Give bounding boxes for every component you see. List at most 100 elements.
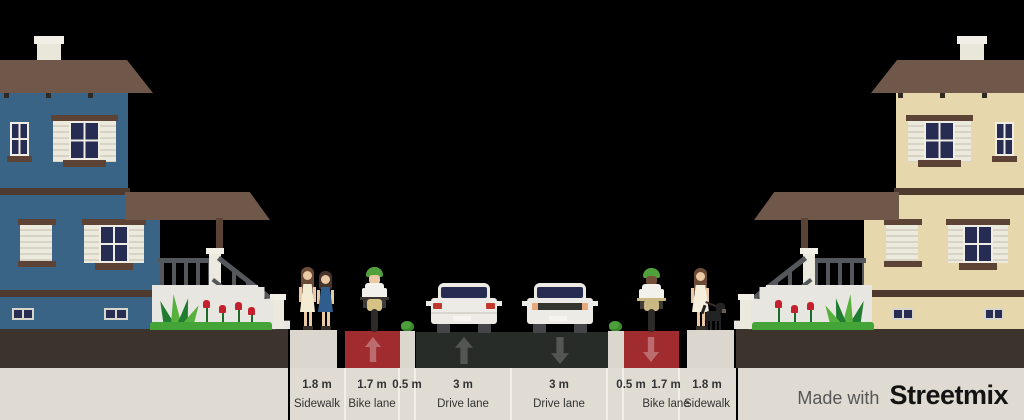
label-buffer-left[interactable]: 0.5 m [392,368,421,420]
floor-band [0,290,160,297]
tulip-stem [778,308,780,326]
window-sill [7,156,32,162]
newel-post-cap [800,248,818,254]
cyclist-leg [363,300,368,308]
segment-sidewalk-left[interactable] [290,330,337,368]
segment-width: 0.5 m [392,379,422,391]
pedestrian-leg [327,312,330,327]
closed-shutter [886,225,902,261]
window-header [82,219,146,225]
pedestrian-arm [299,287,302,302]
chimney [37,44,61,62]
segment-name: Bike lane [348,398,396,410]
tulip-stem [794,312,796,326]
dirt-strip-right [736,329,1024,368]
pedestrian-arm [691,288,694,303]
car-tire [437,324,450,333]
segment-buffer-right[interactable] [608,331,624,368]
newel-post-cap [270,294,286,300]
pedestrian-leg [322,312,325,327]
pedestrian-dress [300,284,315,312]
segment-divider [678,368,680,420]
newel-post [273,300,284,329]
house-roof [0,60,153,93]
segment-width: 1.7 m [651,379,681,391]
porch-railing [812,258,866,263]
window [69,121,100,160]
chimney [960,44,984,62]
bike-handlebar [360,297,389,300]
car-mirror [522,301,528,306]
segment-width: 1.8 m [692,379,722,391]
cyclist-torso [365,283,384,300]
window-shutter [908,121,924,162]
floor-band [894,188,1024,195]
window [99,225,129,263]
porch-balusters [160,263,210,285]
tulip-flower [219,305,226,313]
label-sidewalk-right[interactable]: 1.8 m Sidewalk [680,368,734,420]
label-bike-lane-right[interactable]: 1.7 m Bike lane [640,368,692,420]
label-drive-lane-left[interactable]: 3 m Drive lane [416,368,510,420]
segment-buffer-left[interactable] [400,331,415,368]
shrub [401,321,414,331]
car-license-plate [549,316,567,321]
car-turn-signal [582,303,588,310]
floor-band [0,188,130,195]
newel-post-cap [206,248,224,254]
bike-wheel [648,309,655,332]
label-buffer-right[interactable]: 0.5 m [616,368,645,420]
car-license-plate [453,316,471,321]
segment-bike-lane-left[interactable] [345,331,400,368]
window [963,225,993,263]
dog-leg [710,320,712,330]
porch-post [216,218,223,254]
segment-drive-lanes[interactable] [416,332,608,368]
cyclist-torso [642,284,661,300]
tulip-stem [810,310,812,326]
streetmix-logo-text: Streetmix [889,380,1008,410]
window-header [884,219,922,225]
car-mirror [592,301,598,306]
window-shutter [955,121,971,162]
label-sidewalk-left[interactable]: 1.8 m Sidewalk [290,368,344,420]
stair-baluster [788,272,792,288]
pedestrian-shoe [696,326,701,330]
segment-width: 0.5 m [616,379,646,391]
car-turn-signal [532,303,538,310]
tulip-flower [791,305,798,313]
made-with-text: Made with [797,388,880,408]
pedestrian-leg [697,312,700,327]
window-sill [918,160,961,167]
window-sill [63,160,106,167]
pedestrian-arm [331,290,334,304]
segment-sidewalk-right[interactable] [687,330,734,368]
label-drive-lane-right[interactable]: 3 m Drive lane [512,368,606,420]
pedestrian-shoe [303,326,308,330]
pedestrian-arm [317,290,320,304]
window-shutter [53,121,69,162]
segment-name: Drive lane [437,398,489,410]
label-bike-lane-left[interactable]: 1.7 m Bike lane [346,368,398,420]
basement-window [104,308,128,320]
cyclist-leg [658,301,663,309]
below-ground-left [0,368,288,420]
pedestrian-shoe [701,326,706,330]
lane-arrow-down-icon [643,337,659,362]
window-sill [18,261,56,267]
segment-bike-lane-right[interactable] [624,331,679,368]
tulip-flower [203,300,210,308]
segment-divider [344,368,346,420]
segment-name: Sidewalk [293,398,341,410]
closed-shutter [902,225,918,261]
segment-name: Bike lane [642,398,690,410]
pedestrian-arm [706,288,709,302]
basement-window [892,308,914,320]
tulip-flower [775,300,782,308]
window [995,122,1014,156]
porch-roof [125,192,270,220]
pedestrian-leg [309,312,312,327]
car-mirror [426,301,432,306]
tulip-flower [235,302,242,310]
tulip-stem [206,308,208,326]
